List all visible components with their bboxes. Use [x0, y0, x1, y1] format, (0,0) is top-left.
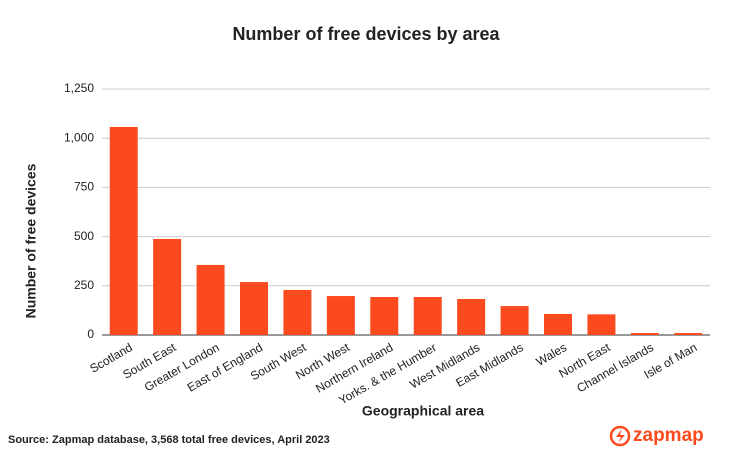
bar	[587, 314, 616, 335]
bar	[674, 333, 703, 335]
y-tick-label: 1,250	[64, 81, 94, 95]
logo: zapmap	[609, 425, 704, 447]
bar	[283, 289, 312, 335]
logo-text: zapmap	[633, 425, 704, 446]
bar	[240, 282, 268, 335]
bar	[326, 296, 355, 335]
bar	[153, 238, 182, 335]
logo-icon	[609, 425, 631, 447]
bar	[370, 297, 399, 335]
bar	[630, 333, 659, 335]
y-axis-label: Number of free devices	[23, 163, 39, 318]
y-tick-label: 250	[74, 278, 94, 292]
y-tick-label: 750	[74, 180, 94, 194]
bar	[196, 264, 225, 335]
bar	[500, 306, 529, 335]
bar	[544, 313, 572, 335]
bar	[413, 297, 442, 335]
y-tick-label: 0	[87, 327, 94, 341]
logo-bolt	[616, 429, 625, 443]
bar	[457, 298, 486, 335]
y-tick-label: 500	[74, 229, 94, 243]
x-axis-label: Geographical area	[362, 403, 484, 419]
y-tick-label: 1,000	[64, 130, 94, 144]
chart-title: Number of free devices by area	[232, 24, 500, 44]
source-note: Source: Zapmap database, 3,568 total fre…	[8, 434, 330, 446]
bar	[109, 126, 138, 336]
